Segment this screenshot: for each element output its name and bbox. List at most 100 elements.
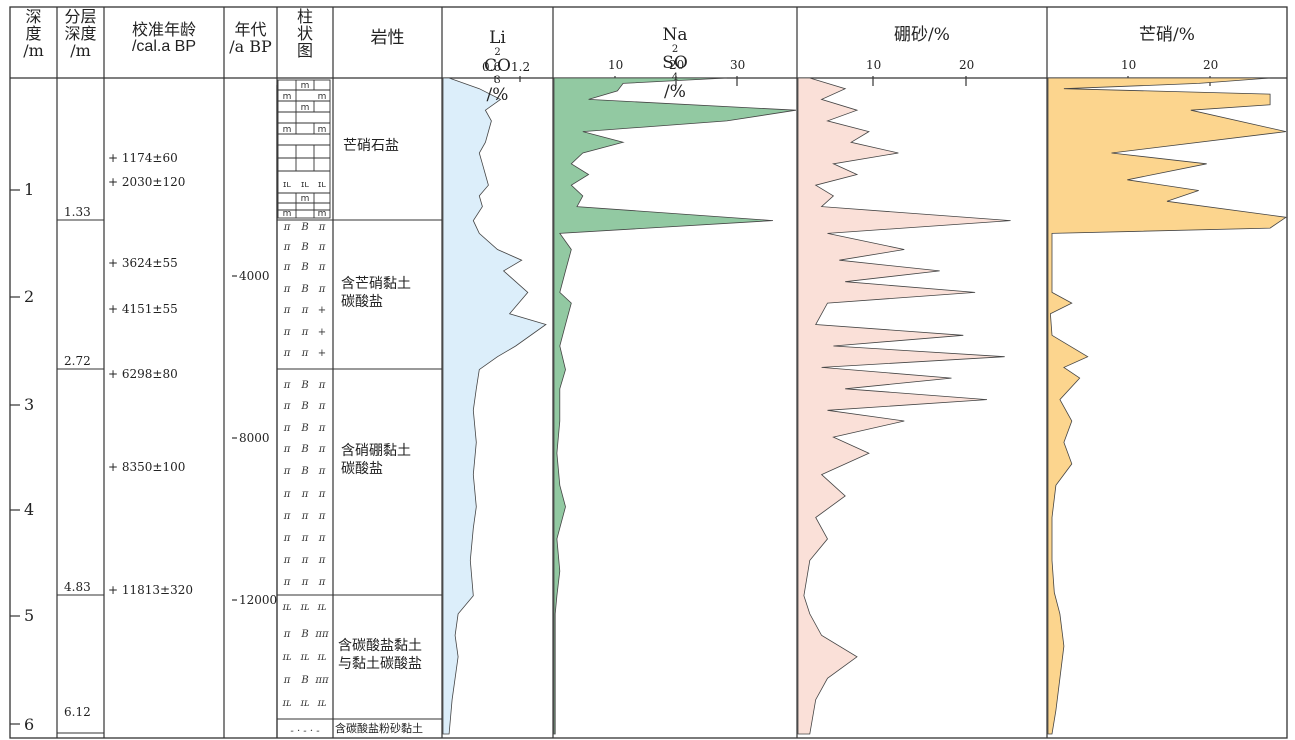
area-series-borax bbox=[798, 78, 1011, 734]
svg-text:ɪʟ: ɪʟ bbox=[301, 180, 309, 190]
borax-tick-10: 10 bbox=[866, 58, 881, 72]
pattern-glyph: ɪʟ bbox=[317, 602, 327, 613]
column-separators bbox=[57, 7, 1047, 738]
era-4000: 4000 bbox=[239, 269, 270, 283]
pattern-glyph: B bbox=[300, 629, 308, 640]
pattern-glyph: ɪʟ bbox=[300, 602, 310, 613]
lithology-zone5-line1: 含碳酸盐粉砂黏土 bbox=[335, 720, 423, 738]
pattern-glyph-silt: - · - · - bbox=[290, 726, 320, 737]
borax-tick-20: 20 bbox=[959, 58, 974, 72]
pattern-glyph: ππ bbox=[314, 675, 329, 686]
depth-label-5: 5 bbox=[24, 606, 34, 625]
lithology-zone4-line1: 含碳酸盐黏土 bbox=[338, 637, 422, 655]
header-lithology-label: 岩性 bbox=[333, 30, 442, 48]
pattern-glyph: π bbox=[301, 511, 309, 522]
header-borax-label: 硼砂/% bbox=[797, 27, 1047, 45]
svg-text:m: m bbox=[318, 92, 327, 102]
li2co3-tick-0.6: 0.6 bbox=[482, 60, 501, 74]
header-mirabilite-label: 芒硝/% bbox=[1047, 27, 1287, 45]
pattern-glyph: + bbox=[318, 327, 326, 338]
pattern-glyph: π bbox=[301, 348, 309, 359]
pattern-glyph: π bbox=[283, 327, 291, 338]
pattern-glyph: B bbox=[300, 466, 308, 477]
age-4151: + 4151±55 bbox=[108, 302, 178, 316]
pattern-glyph: ɪʟ bbox=[282, 698, 292, 709]
svg-text:m: m bbox=[301, 103, 310, 113]
pattern-glyph: + bbox=[318, 305, 326, 316]
geochemical-curves bbox=[443, 78, 1286, 734]
pattern-glyph: ɪʟ bbox=[317, 698, 327, 709]
header-column-3: 图 bbox=[277, 43, 333, 60]
pattern-glyph: B bbox=[300, 380, 308, 391]
pattern-glyph: π bbox=[318, 577, 326, 588]
pattern-glyph: π bbox=[301, 327, 309, 338]
header-era-unit: /a BP bbox=[224, 39, 277, 56]
header-era: 年代 /a BP bbox=[224, 22, 277, 56]
mirabilite-tick-20: 20 bbox=[1203, 58, 1218, 72]
header-age-unit: /cal.a BP bbox=[104, 39, 224, 56]
pattern-glyph: π bbox=[318, 222, 326, 233]
pattern-glyph: π bbox=[283, 577, 291, 588]
pattern-glyph: π bbox=[318, 511, 326, 522]
pattern-glyph: B bbox=[300, 401, 308, 412]
pattern-glyph: π bbox=[318, 533, 326, 544]
area-series-li2co3 bbox=[443, 78, 546, 734]
mirabilite-tick-10: 10 bbox=[1121, 58, 1136, 72]
header-borax: 硼砂/% bbox=[797, 27, 1047, 45]
lithology-zone3-line1: 含硝硼黏土 bbox=[341, 442, 411, 460]
lithology-zone4: 含碳酸盐黏土 与黏土碳酸盐 bbox=[338, 637, 422, 673]
age-2030: + 2030±120 bbox=[108, 175, 185, 189]
pattern-glyph: ɪʟ bbox=[282, 602, 292, 613]
svg-text:m: m bbox=[283, 209, 292, 219]
pattern-glyph: π bbox=[283, 305, 291, 316]
pattern-glyph: π bbox=[283, 401, 291, 412]
depth-label-2: 2 bbox=[24, 287, 34, 306]
pattern-glyph: B bbox=[300, 242, 308, 253]
depth-axis bbox=[10, 190, 20, 724]
pattern-glyph: B bbox=[300, 262, 308, 273]
header-age: 校准年龄 /cal.a BP bbox=[104, 22, 224, 56]
svg-text:ɪʟ: ɪʟ bbox=[283, 180, 291, 190]
header-depth-unit: /m bbox=[10, 43, 57, 60]
lithology-zone3-line2: 碳酸盐 bbox=[341, 460, 411, 478]
pattern-glyph: π bbox=[283, 444, 291, 455]
svg-text:m: m bbox=[301, 81, 310, 91]
pattern-glyph: B bbox=[300, 222, 308, 233]
age-6298: + 6298±80 bbox=[108, 367, 178, 381]
pattern-glyph: π bbox=[301, 489, 309, 500]
pattern-glyph: ππ bbox=[314, 629, 329, 640]
header-layer-depth: 分层 深度 /m bbox=[57, 9, 104, 59]
pattern-glyph: π bbox=[283, 348, 291, 359]
svg-text:m: m bbox=[318, 125, 327, 135]
na2so4-tick-10: 10 bbox=[608, 58, 623, 72]
pattern-glyph: π bbox=[283, 555, 291, 566]
depth-label-3: 3 bbox=[24, 395, 34, 414]
pattern-glyph: π bbox=[283, 675, 291, 686]
era-12000: 12000 bbox=[239, 593, 277, 607]
svg-text:m: m bbox=[301, 194, 310, 204]
pattern-glyph: π bbox=[283, 242, 291, 253]
lithology-zone5: 含碳酸盐粉砂黏土 bbox=[335, 720, 423, 738]
layer-lines bbox=[57, 220, 104, 733]
svg-text:m: m bbox=[283, 92, 292, 102]
pattern-glyph: π bbox=[283, 629, 291, 640]
pattern-glyph: π bbox=[301, 305, 309, 316]
pattern-glyph: π bbox=[283, 511, 291, 522]
pattern-glyph: π bbox=[301, 533, 309, 544]
header-lithology: 岩性 bbox=[333, 30, 442, 48]
pattern-glyph: ɪʟ bbox=[300, 652, 310, 663]
layer-depth-1.33: 1.33 bbox=[64, 205, 91, 219]
pattern-glyph: π bbox=[318, 489, 326, 500]
pattern-glyph: B bbox=[300, 675, 308, 686]
age-1174: + 1174±60 bbox=[108, 151, 178, 165]
layer-depth-6.12: 6.12 bbox=[64, 705, 91, 719]
pattern-glyph: π bbox=[283, 222, 291, 233]
pattern-glyph: π bbox=[318, 262, 326, 273]
lithology-zone3: 含硝硼黏土 碳酸盐 bbox=[341, 442, 411, 478]
header-column: 柱 状 图 bbox=[277, 9, 333, 59]
pattern-glyph: π bbox=[318, 555, 326, 566]
pattern-glyph: π bbox=[283, 489, 291, 500]
pattern-glyph: + bbox=[318, 348, 326, 359]
pattern-glyph: π bbox=[318, 284, 326, 295]
